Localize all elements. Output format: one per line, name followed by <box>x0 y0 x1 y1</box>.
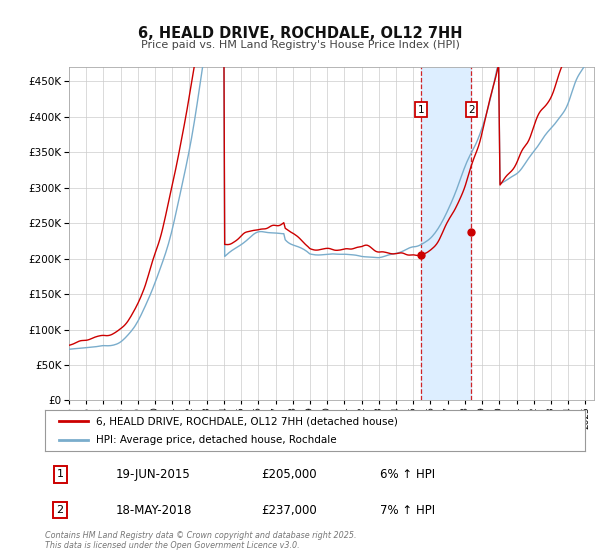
Text: 1: 1 <box>56 469 64 479</box>
Text: 2: 2 <box>468 105 475 115</box>
Text: 1: 1 <box>418 105 425 115</box>
Bar <box>421 67 472 400</box>
Text: 2: 2 <box>56 505 64 515</box>
Text: 18-MAY-2018: 18-MAY-2018 <box>115 503 191 516</box>
Text: 6, HEALD DRIVE, ROCHDALE, OL12 7HH (detached house): 6, HEALD DRIVE, ROCHDALE, OL12 7HH (deta… <box>96 417 398 426</box>
Text: Contains HM Land Registry data © Crown copyright and database right 2025.
This d: Contains HM Land Registry data © Crown c… <box>45 531 356 550</box>
Text: 6% ↑ HPI: 6% ↑ HPI <box>380 468 435 481</box>
Text: 6, HEALD DRIVE, ROCHDALE, OL12 7HH: 6, HEALD DRIVE, ROCHDALE, OL12 7HH <box>138 26 462 41</box>
Text: £237,000: £237,000 <box>261 503 317 516</box>
Text: 19-JUN-2015: 19-JUN-2015 <box>115 468 190 481</box>
Text: HPI: Average price, detached house, Rochdale: HPI: Average price, detached house, Roch… <box>96 435 337 445</box>
Text: £205,000: £205,000 <box>261 468 317 481</box>
Text: 7% ↑ HPI: 7% ↑ HPI <box>380 503 435 516</box>
Text: Price paid vs. HM Land Registry's House Price Index (HPI): Price paid vs. HM Land Registry's House … <box>140 40 460 50</box>
